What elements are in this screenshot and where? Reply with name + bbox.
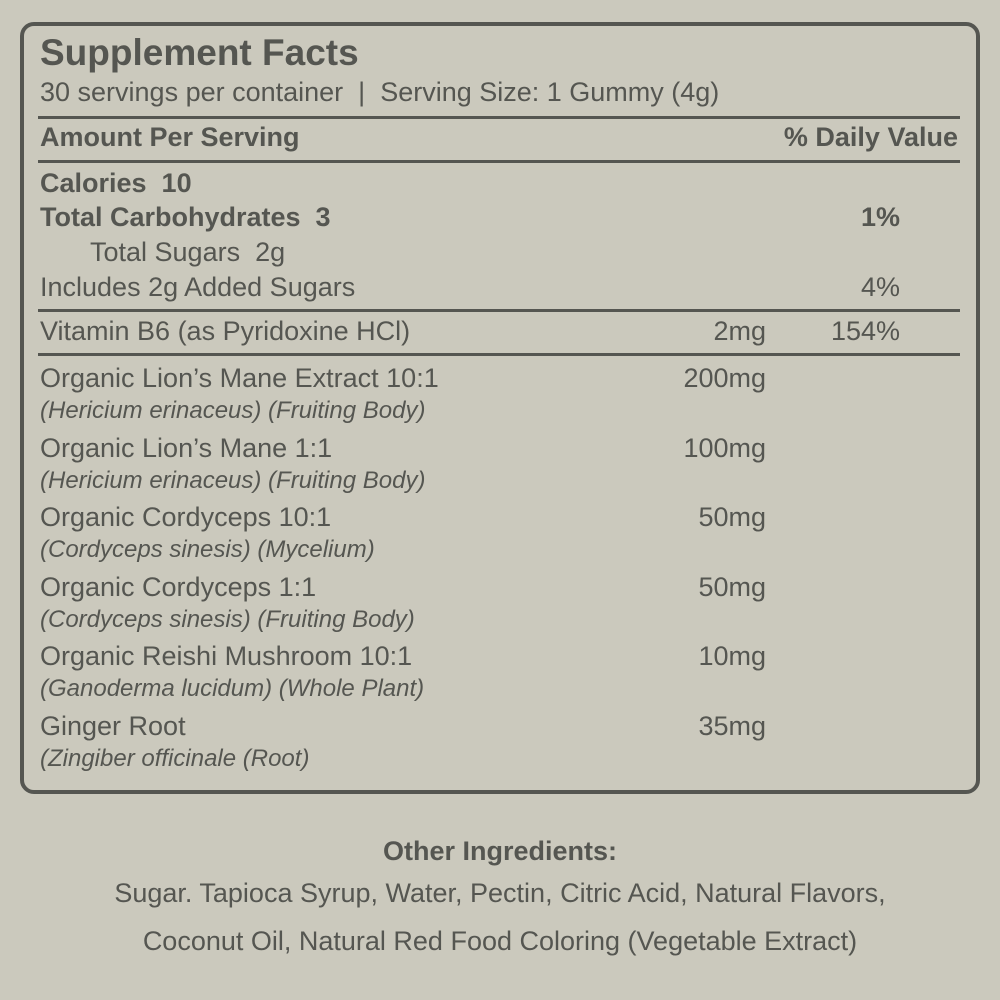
divider [38, 160, 960, 163]
serving-info: 30 servings per container | Serving Size… [40, 77, 720, 107]
ingredient-latin-name: (Ganoderma lucidum) (Whole Plant) [40, 675, 425, 702]
other-ingredients-line-2: Coconut Oil, Natural Red Food Coloring (… [142, 926, 858, 956]
ingredient-name: Organic Cordyceps 10:1 [40, 502, 332, 532]
ingredient-amount: 35mg [698, 710, 766, 741]
ingredient-name: Ginger Root [40, 710, 186, 741]
divider [38, 353, 960, 356]
vitamin-label: Vitamin B6 (as Pyridoxine HCl) [40, 316, 411, 346]
ingredient-name: Organic Lion’s Mane 1:1 [40, 432, 333, 463]
ingredient-latin-name: (Hericium erinaceus) (Fruiting Body) [40, 397, 426, 424]
total-carbs-dv: 1% [860, 202, 900, 232]
total-carbs-label: Total Carbohydrates 3 [40, 202, 331, 232]
added-sugars-dv: 4% [860, 272, 900, 302]
divider [38, 116, 960, 119]
ingredient-name: Organic Reishi Mushroom 10:1 [40, 641, 413, 671]
supplement-facts-panel [20, 22, 980, 794]
daily-value-header: % Daily Value [783, 122, 958, 152]
ingredient-amount: 100mg [683, 432, 766, 463]
ingredient-name: Organic Lion’s Mane Extract 10:1 [40, 363, 439, 393]
other-ingredients-line-1: Sugar. Tapioca Syrup, Water, Pectin, Cit… [114, 878, 886, 908]
ingredient-latin-name: (Zingiber officinale (Root) [40, 744, 310, 772]
added-sugars-label: Includes 2g Added Sugars [40, 272, 356, 302]
divider [38, 309, 960, 312]
total-sugars: Total Sugars 2g [90, 237, 286, 267]
vitamin-dv: 154% [830, 316, 900, 346]
ingredient-amount: 200mg [683, 363, 766, 393]
ingredient-latin-name: (Hericium erinaceus) (Fruiting Body) [40, 466, 426, 494]
ingredient-amount: 50mg [698, 571, 766, 602]
ingredient-amount: 50mg [698, 502, 766, 532]
other-ingredients-heading: Other Ingredients: [382, 836, 618, 866]
panel-title: Supplement Facts [40, 32, 359, 73]
amount-per-serving-header: Amount Per Serving [40, 122, 300, 152]
ingredient-name: Organic Cordyceps 1:1 [40, 571, 317, 602]
calories: Calories 10 [40, 168, 192, 198]
vitamin-amount: 2mg [713, 316, 766, 346]
ingredient-amount: 10mg [698, 641, 766, 671]
ingredient-latin-name: (Cordyceps sinesis) (Fruiting Body) [40, 605, 415, 633]
ingredient-latin-name: (Cordyceps sinesis) (Mycelium) [40, 536, 375, 563]
